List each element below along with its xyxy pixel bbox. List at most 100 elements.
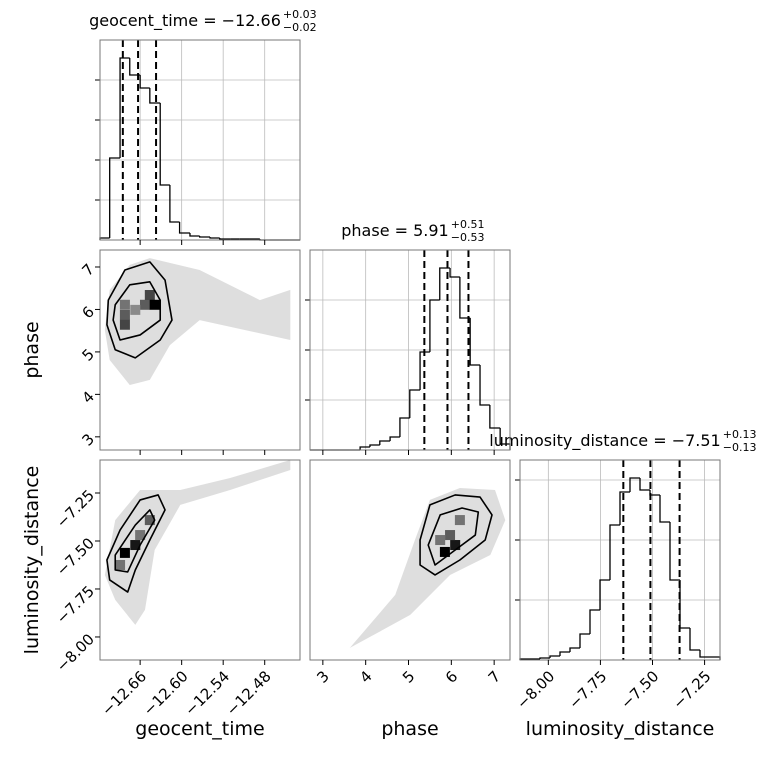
hist-bin: [649, 490, 660, 496]
hist-bin: [469, 318, 481, 366]
contour: [114, 509, 156, 573]
contour: [112, 281, 162, 341]
hist-bin: [159, 103, 170, 186]
title-plus: +0.51: [451, 218, 485, 231]
panel-frame: [99, 39, 301, 241]
x-tick-label: −7.50: [617, 667, 662, 712]
y-tick-label: 3: [79, 430, 98, 449]
hist-bin: [579, 633, 590, 648]
y-axis-label: phase: [21, 321, 43, 378]
density-cell: [119, 309, 130, 320]
hist-bin: [549, 655, 560, 658]
density-cell: [454, 515, 465, 526]
x-tick-label: −7.75: [565, 667, 610, 712]
x-axis-label: phase: [381, 718, 438, 740]
hist-bin: [479, 365, 490, 406]
density-cell: [115, 559, 126, 570]
hist-bin: [439, 267, 451, 300]
density-cell: [450, 540, 461, 551]
scatter-cloud: [104, 460, 291, 625]
y-tick-label: −8.00: [53, 630, 98, 675]
y-tick-label: 4: [79, 388, 98, 407]
hist-bin: [489, 405, 501, 429]
hist-bin: [399, 417, 410, 437]
y-tick-label: 5: [79, 345, 98, 364]
x-axis-label: geocent_time: [135, 718, 264, 740]
hist-bin: [449, 268, 460, 278]
y-tick-label: 7: [79, 260, 98, 279]
title-minus: −0.53: [451, 231, 485, 244]
contour: [106, 494, 166, 593]
scatter-cloud: [104, 258, 291, 386]
density-cell: [130, 304, 141, 315]
hist-bin: [419, 351, 430, 390]
hist-bin: [169, 185, 180, 223]
hist-bin: [689, 628, 700, 651]
y-axis-label: luminosity_distance: [21, 466, 43, 655]
density-cell: [144, 290, 155, 301]
density-cell: [119, 299, 130, 310]
x-tick-label: −12.48: [223, 667, 275, 719]
hist-bin: [139, 75, 150, 89]
hist-bin: [219, 238, 231, 240]
x-axis-label: luminosity_distance: [526, 718, 715, 740]
hist-bin: [679, 580, 690, 629]
density-cell: [119, 319, 130, 330]
x-tick-label: −12.54: [181, 667, 233, 719]
panel-title: geocent_time = −12.66: [89, 11, 281, 31]
density-cell: [135, 530, 146, 541]
hist-bin: [699, 650, 710, 658]
hist-bin: [599, 579, 610, 610]
contour: [106, 261, 173, 359]
contour: [419, 494, 493, 576]
x-tick-label: 3: [313, 667, 332, 686]
panel-frame: [99, 459, 301, 661]
hist-bin: [459, 277, 471, 319]
hist-bin: [629, 477, 640, 492]
x-tick-label: −12.60: [140, 667, 192, 719]
hist-bin: [129, 58, 141, 76]
density-cell: [119, 547, 130, 558]
hist-bin: [379, 440, 391, 445]
hist-bin: [619, 491, 630, 525]
y-tick-label: −7.50: [53, 534, 98, 579]
hist-bin: [589, 609, 600, 634]
panel-frame: [519, 459, 721, 661]
hist-bin: [569, 647, 580, 652]
hist-bin: [659, 495, 670, 523]
title-plus: +0.03: [283, 8, 317, 21]
title-plus: +0.13: [723, 428, 757, 441]
hist-bin: [389, 436, 400, 441]
hist-bin: [669, 522, 680, 581]
hist-bin: [119, 57, 130, 158]
title-minus: −0.13: [723, 441, 757, 454]
hist-bin: [109, 157, 121, 238]
density-cell: [144, 515, 155, 526]
hist-bin: [429, 299, 440, 352]
hist-bin: [409, 389, 421, 418]
hist-bin: [639, 478, 650, 491]
x-tick-label: 6: [442, 667, 461, 686]
y-tick-label: 6: [79, 303, 98, 322]
hist-bin: [149, 88, 161, 104]
panel-frame: [99, 249, 301, 451]
density-cell: [445, 530, 456, 541]
density-cell: [130, 540, 141, 551]
panel-frame: [309, 249, 511, 451]
y-tick-label: −7.25: [53, 486, 98, 531]
x-tick-label: −7.25: [669, 667, 714, 712]
density-cell: [439, 546, 450, 557]
panel-title: phase = 5.91: [341, 221, 448, 240]
density-cell: [435, 535, 446, 546]
hist-bin: [199, 236, 211, 238]
y-tick-label: −7.75: [53, 582, 98, 627]
x-tick-label: 4: [356, 667, 375, 686]
hist-bin: [559, 651, 570, 656]
hist-bin: [369, 444, 380, 447]
hist-bin: [539, 657, 550, 659]
hist-bin: [189, 233, 200, 237]
x-tick-label: −8.00: [513, 667, 558, 712]
panel-frame: [309, 459, 511, 661]
x-tick-label: 7: [485, 667, 504, 686]
